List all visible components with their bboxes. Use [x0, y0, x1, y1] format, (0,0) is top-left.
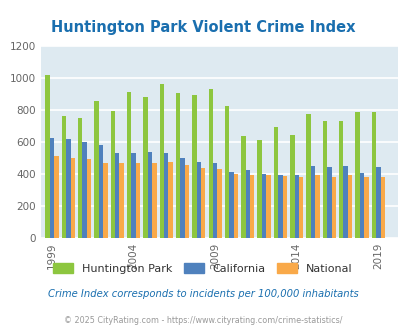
Bar [98, 145, 103, 238]
Bar [245, 170, 249, 238]
Bar [249, 176, 254, 238]
Bar [314, 175, 319, 238]
Bar [192, 95, 196, 238]
Bar [273, 127, 277, 238]
Bar [82, 142, 87, 238]
Bar [70, 158, 75, 238]
Bar [375, 167, 379, 238]
Bar [233, 174, 237, 238]
Bar [354, 112, 359, 238]
Bar [78, 118, 82, 238]
Bar [322, 121, 326, 238]
Text: Crime Index corresponds to incidents per 100,000 inhabitants: Crime Index corresponds to incidents per… [47, 289, 358, 299]
Bar [294, 175, 298, 238]
Bar [266, 176, 270, 238]
Text: Huntington Park Violent Crime Index: Huntington Park Violent Crime Index [51, 20, 354, 35]
Bar [282, 176, 286, 238]
Bar [338, 121, 343, 238]
Bar [208, 89, 213, 238]
Bar [196, 162, 200, 238]
Bar [175, 93, 180, 238]
Bar [180, 158, 184, 238]
Bar [66, 139, 70, 238]
Bar [131, 153, 135, 238]
Bar [310, 166, 314, 238]
Bar [115, 153, 119, 238]
Bar [306, 114, 310, 238]
Bar [147, 152, 152, 238]
Bar [127, 92, 131, 238]
Bar [50, 138, 54, 238]
Bar [241, 136, 245, 238]
Bar [224, 106, 229, 238]
Bar [363, 177, 368, 238]
Legend: Huntington Park, California, National: Huntington Park, California, National [50, 260, 355, 277]
Bar [347, 175, 352, 238]
Bar [168, 162, 173, 238]
Bar [326, 167, 331, 238]
Text: © 2025 CityRating.com - https://www.cityrating.com/crime-statistics/: © 2025 CityRating.com - https://www.city… [64, 315, 341, 325]
Bar [217, 169, 221, 238]
Bar [94, 101, 98, 238]
Bar [111, 111, 115, 238]
Bar [229, 172, 233, 238]
Bar [261, 174, 266, 238]
Bar [277, 175, 282, 238]
Bar [290, 135, 294, 238]
Bar [54, 156, 58, 238]
Bar [152, 163, 156, 238]
Bar [184, 165, 189, 238]
Bar [45, 75, 50, 238]
Bar [103, 163, 107, 238]
Bar [371, 112, 375, 238]
Bar [213, 163, 217, 238]
Bar [257, 140, 261, 238]
Bar [135, 163, 140, 238]
Bar [159, 84, 164, 238]
Bar [62, 116, 66, 238]
Bar [343, 166, 347, 238]
Bar [164, 153, 168, 238]
Bar [298, 177, 303, 238]
Bar [143, 97, 147, 238]
Bar [331, 177, 335, 238]
Bar [119, 163, 124, 238]
Bar [379, 177, 384, 238]
Bar [87, 159, 91, 238]
Bar [200, 168, 205, 238]
Bar [359, 173, 363, 238]
